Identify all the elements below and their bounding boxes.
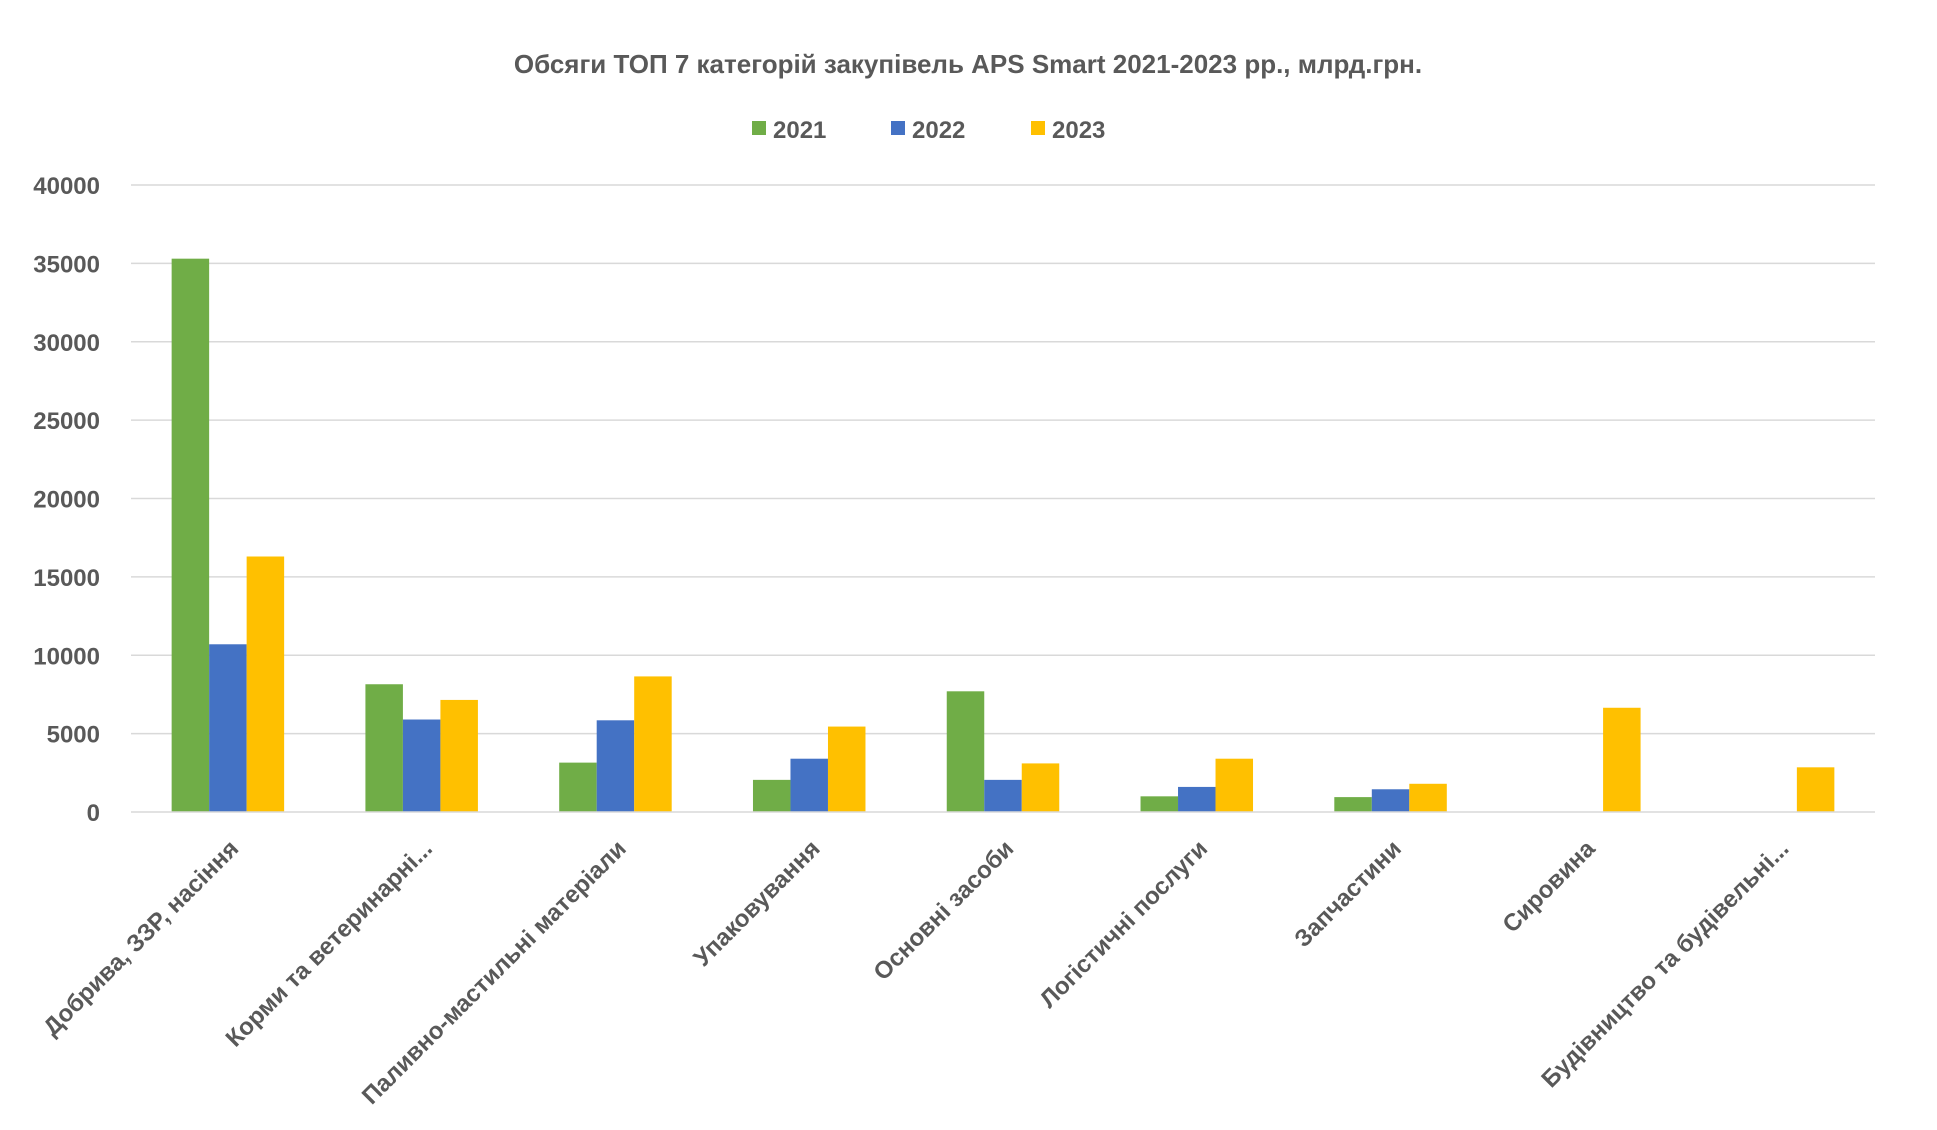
legend-label: 2023 (1052, 117, 1105, 144)
y-tick-label: 15000 (33, 565, 100, 592)
x-tick-label: Корми та ветеринарні... (221, 835, 438, 1052)
bars (171, 258, 1835, 812)
bar-2023 (1215, 758, 1254, 812)
bar-2022 (1371, 789, 1410, 812)
bar-2021 (946, 691, 985, 812)
y-tick-label: 30000 (33, 330, 100, 357)
bar-2021 (171, 258, 210, 812)
legend-label: 2022 (912, 117, 965, 144)
y-tick-label: 20000 (33, 487, 100, 514)
bar-2023 (634, 676, 672, 812)
legend-swatch (891, 121, 905, 135)
y-tick-label: 0 (87, 800, 100, 827)
bar-2023 (827, 726, 866, 812)
chart-title: Обсяги ТОП 7 категорій закупівель APS Sm… (514, 49, 1422, 79)
y-tick-label: 35000 (33, 251, 100, 278)
bar-2021 (559, 762, 597, 812)
bar-2021 (752, 779, 791, 812)
bar-2022 (1178, 786, 1216, 812)
bar-2021 (1140, 796, 1179, 812)
x-tick-label: Запчастини (1289, 835, 1407, 953)
y-tick-label: 5000 (47, 722, 100, 749)
x-tick-label: Упаковування (689, 835, 826, 972)
bar-2023 (246, 556, 285, 812)
bar-2022 (984, 779, 1022, 812)
y-tick-label: 10000 (33, 643, 100, 670)
bar-2022 (402, 719, 441, 812)
bar-2023 (1021, 763, 1060, 812)
bar-2023 (440, 699, 478, 812)
gridlines (131, 184, 1875, 735)
x-tick-label: Основні засоби (868, 835, 1019, 986)
bar-2022 (790, 758, 828, 812)
legend-swatch (1031, 121, 1045, 135)
y-tick-label: 25000 (33, 408, 100, 435)
bar-2021 (365, 684, 403, 812)
y-tick-label: 40000 (33, 173, 100, 200)
bar-2021 (1334, 797, 1372, 812)
bar-2022 (596, 720, 635, 812)
bar-2022 (209, 644, 247, 812)
bar-2023 (1796, 767, 1835, 812)
bar-2023 (1409, 783, 1447, 812)
x-tick-label: Сировина (1498, 835, 1602, 939)
legend-swatch (752, 121, 766, 135)
legend: 2021 2022 2023 (752, 117, 1105, 144)
x-tick-label: Логістичні послуги (1035, 835, 1213, 1013)
x-tick-label: Добрива, ЗЗР, насіння (38, 835, 244, 1041)
bar-2023 (1603, 707, 1641, 812)
y-axis-ticks: 0 5000 10000 15000 20000 25000 30000 35000 40000 (33, 173, 100, 827)
legend-label: 2021 (773, 117, 826, 144)
